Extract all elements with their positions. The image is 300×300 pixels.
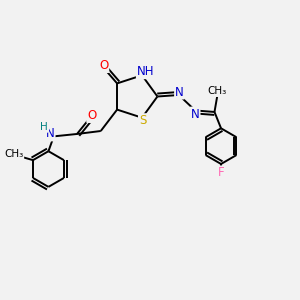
Text: S: S bbox=[139, 114, 146, 127]
Text: N: N bbox=[191, 107, 200, 121]
Text: O: O bbox=[99, 59, 108, 72]
Text: N: N bbox=[175, 85, 184, 98]
Text: CH₃: CH₃ bbox=[4, 149, 23, 159]
Text: H: H bbox=[40, 122, 48, 132]
Text: CH₃: CH₃ bbox=[208, 86, 227, 96]
Text: NH: NH bbox=[137, 65, 154, 78]
Text: O: O bbox=[87, 109, 97, 122]
Text: N: N bbox=[46, 128, 55, 140]
Text: F: F bbox=[218, 167, 224, 179]
